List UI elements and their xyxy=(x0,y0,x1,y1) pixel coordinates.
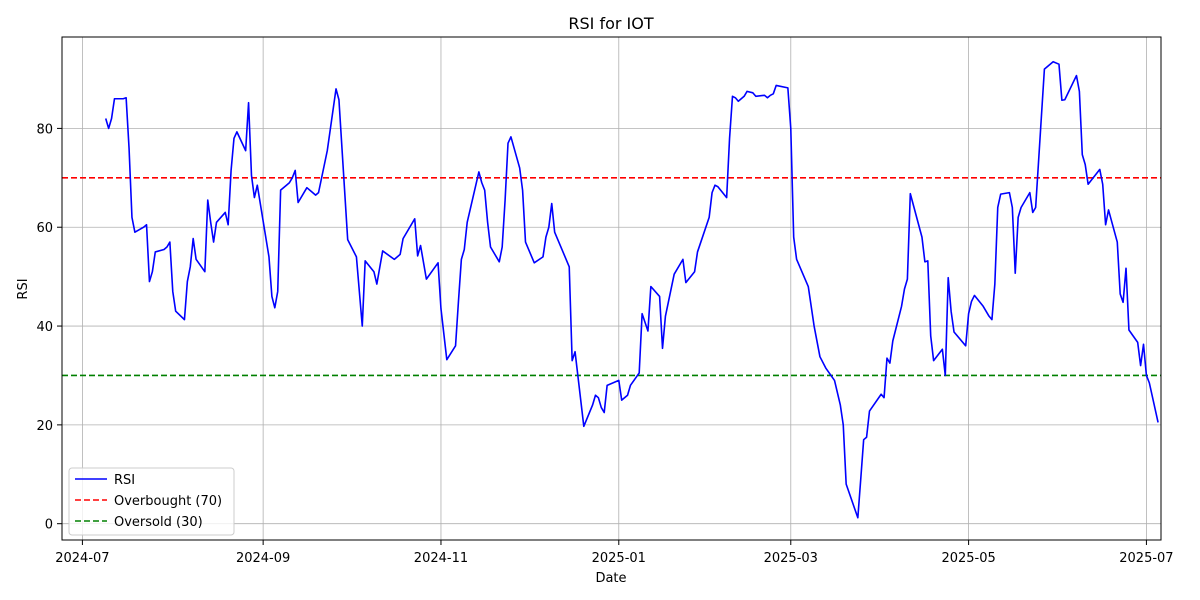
x-axis-label: Date xyxy=(595,571,626,586)
series-line-rsi xyxy=(104,60,1159,519)
y-axis-label: RSI xyxy=(16,278,31,299)
y-tick-label: 60 xyxy=(36,221,53,236)
x-tick-label: 2025-05 xyxy=(941,551,995,566)
x-tick-label: 2024-07 xyxy=(55,551,109,566)
legend: RSI Overbought (70) Oversold (30) xyxy=(68,467,235,536)
plot-frame xyxy=(61,36,1162,541)
x-tick-label: 2025-03 xyxy=(764,551,818,566)
y-tick-label: 20 xyxy=(36,419,53,434)
x-tick-label: 2024-11 xyxy=(414,551,468,566)
x-tick-label: 2025-07 xyxy=(1119,551,1173,566)
y-tick-label: 0 xyxy=(45,518,53,533)
x-tick-label: 2024-09 xyxy=(236,551,290,566)
grid xyxy=(62,37,1161,540)
reference-lines xyxy=(62,177,1161,377)
legend-entry-label: RSI xyxy=(114,473,135,488)
y-tick-label: 40 xyxy=(36,320,53,335)
y-axis-ticks: 0 20 40 60 80 xyxy=(36,122,62,533)
legend-entry-label: Oversold (30) xyxy=(114,515,203,530)
x-tick-label: 2025-01 xyxy=(592,551,646,566)
y-tick-label: 80 xyxy=(36,122,53,137)
legend-box xyxy=(68,467,235,536)
series-group xyxy=(104,60,1159,519)
x-axis-ticks: 2024-07 2024-09 2024-11 2025-01 2025-03 2025-… xyxy=(55,540,1174,566)
chart-title: RSI for IOT xyxy=(568,14,653,33)
legend-entry-label: Overbought (70) xyxy=(114,494,222,509)
